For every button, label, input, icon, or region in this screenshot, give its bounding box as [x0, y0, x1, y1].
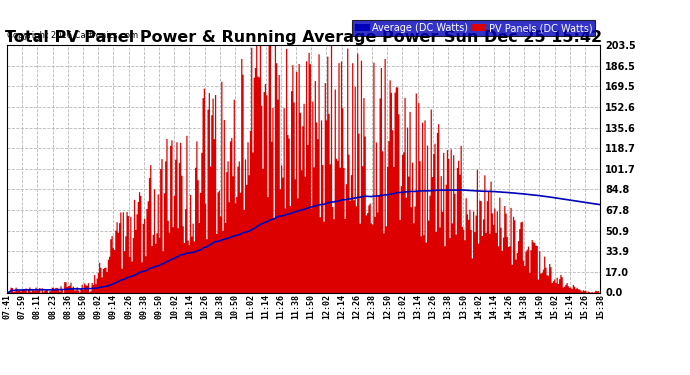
Text: Copyright 2016 Cartronics.com: Copyright 2016 Cartronics.com: [7, 31, 138, 40]
Legend: Average (DC Watts), PV Panels (DC Watts): Average (DC Watts), PV Panels (DC Watts): [352, 20, 595, 36]
Title: Total PV Panel Power & Running Average Power Sun Dec 25 15:42: Total PV Panel Power & Running Average P…: [5, 30, 602, 45]
